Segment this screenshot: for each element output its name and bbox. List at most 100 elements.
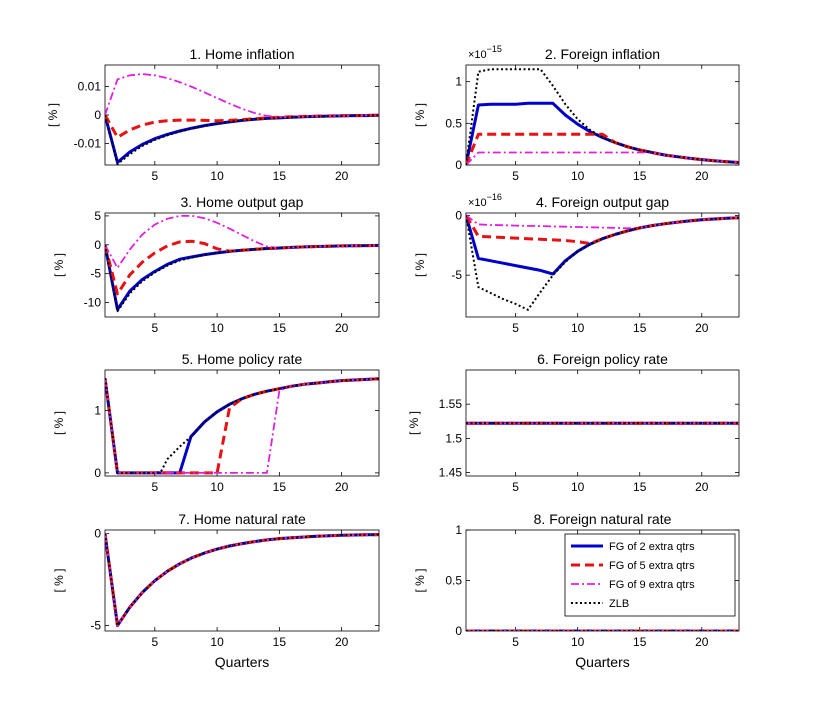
x-tick-label: 10 bbox=[571, 635, 585, 649]
x-tick-label: 15 bbox=[633, 169, 647, 183]
y-tick-label: 0.01 bbox=[78, 79, 102, 93]
y-tick-label: 0 bbox=[94, 527, 101, 541]
series-line-4 bbox=[105, 244, 379, 313]
series-line-3 bbox=[105, 214, 379, 269]
chart-title: 8. Foreign natural rate bbox=[534, 511, 672, 527]
x-tick-label: 20 bbox=[695, 169, 709, 183]
series-line-4 bbox=[105, 377, 379, 474]
y-tick-label: 0 bbox=[455, 158, 462, 172]
exponent-power: −15 bbox=[487, 44, 502, 54]
plot-area bbox=[465, 64, 740, 166]
y-tick-label: 1 bbox=[455, 523, 462, 537]
x-axis-label: Quarters bbox=[215, 654, 269, 670]
x-tick-label: 5 bbox=[512, 169, 519, 183]
exponent-base: ×10 bbox=[468, 49, 487, 61]
y-tick-label: -5 bbox=[451, 268, 462, 282]
subplot-6: 6. Foreign policy rate [ % ] 1.45 1.5 1.55 5 1… bbox=[407, 351, 740, 494]
x-tick-label: 5 bbox=[512, 321, 519, 335]
x-tick-label: 20 bbox=[335, 635, 349, 649]
exponent-label: ×10−16 bbox=[468, 192, 502, 209]
chart-title: 3. Home output gap bbox=[181, 194, 304, 210]
y-tick-label: 0.5 bbox=[445, 574, 462, 588]
x-tick-label: 10 bbox=[210, 635, 224, 649]
chart-title: 6. Foreign policy rate bbox=[537, 351, 668, 367]
series-line-3 bbox=[466, 151, 739, 165]
legend: FG of 2 extra qtrs FG of 5 extra qtrs FG o… bbox=[564, 533, 736, 617]
series-line-3 bbox=[105, 377, 379, 474]
subplot-7: 7. Home natural rate [ % ] -5 0 5 10 15 20 Quart… bbox=[52, 511, 380, 670]
subplot-5: 5. Home policy rate[ % ]015 10 15 20 bbox=[52, 351, 380, 494]
y-tick-label: 0.5 bbox=[445, 116, 462, 130]
y-axis-label: [ % ] bbox=[413, 568, 427, 592]
y-tick-label: 1 bbox=[94, 404, 101, 418]
x-tick-label: 20 bbox=[335, 169, 349, 183]
x-tick-label: 15 bbox=[273, 480, 287, 494]
y-tick-label: 0 bbox=[455, 208, 462, 222]
legend-box bbox=[564, 533, 736, 617]
plot-area bbox=[104, 529, 380, 632]
x-tick-label: 10 bbox=[571, 169, 585, 183]
y-tick-label: 1.55 bbox=[439, 397, 463, 411]
subplot-3: 3. Home output gap [ % ] -10 -5 0 5 5 10 15 20 bbox=[52, 194, 380, 335]
y-tick-label: 1 bbox=[455, 75, 462, 89]
chart-title: 7. Home natural rate bbox=[178, 511, 306, 527]
x-tick-label: 5 bbox=[512, 480, 519, 494]
y-tick-label: 0 bbox=[94, 238, 101, 252]
y-axis-label: [ % ] bbox=[46, 103, 60, 127]
x-tick-label: 10 bbox=[210, 480, 224, 494]
x-tick-label: 5 bbox=[151, 635, 158, 649]
x-tick-label: 15 bbox=[273, 169, 287, 183]
legend-label: FG of 9 extra qtrs bbox=[609, 579, 695, 591]
exponent-label: ×10−15 bbox=[468, 44, 502, 61]
y-axis-label: [ % ] bbox=[413, 253, 427, 277]
plot-area bbox=[104, 369, 380, 477]
y-axis-label: [ % ] bbox=[52, 411, 66, 435]
x-tick-label: 15 bbox=[633, 480, 647, 494]
y-tick-label: 0 bbox=[455, 624, 462, 638]
y-tick-label: -10 bbox=[84, 296, 102, 310]
x-tick-label: 15 bbox=[273, 635, 287, 649]
y-tick-label: 0 bbox=[94, 108, 101, 122]
series-line-4 bbox=[105, 533, 379, 627]
y-tick-label: 0 bbox=[94, 466, 101, 480]
legend-label: FG of 5 extra qtrs bbox=[609, 560, 695, 572]
y-tick-label: 1.5 bbox=[445, 431, 462, 445]
x-tick-label: 10 bbox=[210, 169, 224, 183]
x-tick-label: 10 bbox=[571, 480, 585, 494]
y-axis-label: [ % ] bbox=[52, 253, 66, 277]
subplot-1: 1. Home inflation [ % ] -0.01 0 0.01 5 10 15 20 bbox=[46, 46, 380, 183]
x-tick-label: 20 bbox=[695, 480, 709, 494]
series-line-4 bbox=[466, 68, 739, 165]
subplot-4: 4. Foreign output gap ×10−16 [ % ] -5 0 5 10 15… bbox=[413, 192, 740, 335]
y-tick-label: -5 bbox=[90, 618, 101, 632]
x-tick-label: 15 bbox=[273, 321, 287, 335]
y-tick-label: -0.01 bbox=[74, 137, 102, 151]
x-tick-label: 20 bbox=[335, 480, 349, 494]
x-tick-label: 20 bbox=[335, 321, 349, 335]
series-line-4 bbox=[466, 215, 739, 311]
subplot-2: 2. Foreign inflation×10−15[ % ]00.515 10 1… bbox=[413, 44, 740, 183]
plot-area bbox=[104, 212, 380, 318]
x-tick-label: 5 bbox=[512, 635, 519, 649]
x-tick-label: 5 bbox=[151, 480, 158, 494]
x-tick-label: 10 bbox=[571, 321, 585, 335]
y-axis-label: [ % ] bbox=[52, 568, 66, 592]
x-tick-label: 15 bbox=[633, 635, 647, 649]
series-line-4 bbox=[105, 114, 379, 165]
exponent-power: −16 bbox=[487, 192, 502, 202]
y-axis-label: [ % ] bbox=[407, 411, 421, 435]
x-tick-label: 5 bbox=[151, 321, 158, 335]
x-tick-label: 10 bbox=[210, 321, 224, 335]
chart-title: 1. Home inflation bbox=[189, 46, 294, 62]
legend-label: ZLB bbox=[609, 598, 629, 610]
x-tick-label: 20 bbox=[695, 321, 709, 335]
exponent-base: ×10 bbox=[468, 197, 487, 209]
y-tick-label: 1.45 bbox=[439, 466, 463, 480]
y-tick-label: 5 bbox=[94, 209, 101, 223]
x-tick-label: 20 bbox=[695, 635, 709, 649]
chart-title: 4. Foreign output gap bbox=[536, 194, 669, 210]
y-tick-label: -5 bbox=[90, 267, 101, 281]
legend-label: FG of 2 extra qtrs bbox=[609, 541, 695, 553]
x-tick-label: 15 bbox=[633, 321, 647, 335]
